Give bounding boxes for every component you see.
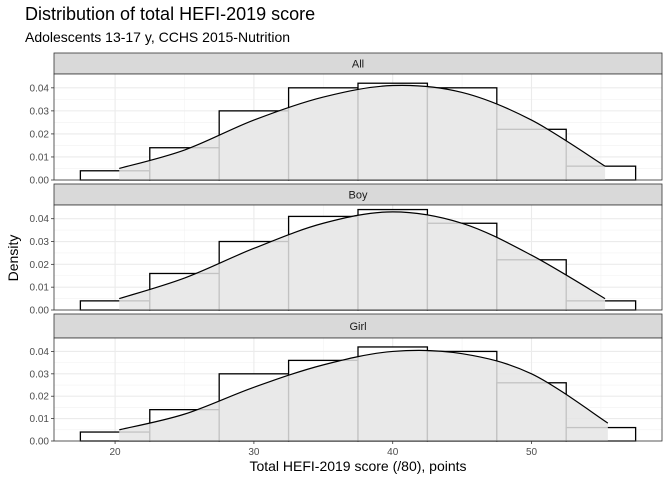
density-area xyxy=(119,350,608,441)
facet-strip-label: Boy xyxy=(349,190,368,202)
y-tick-label: 0.02 xyxy=(30,260,50,271)
density-area xyxy=(119,211,606,310)
y-tick-label: 0.04 xyxy=(30,83,50,94)
panel-border xyxy=(53,204,663,311)
y-tick-label: 0.01 xyxy=(30,414,50,425)
y-tick-label: 0.04 xyxy=(30,347,50,358)
density-area xyxy=(119,85,606,180)
facet-strip-label: Girl xyxy=(349,321,366,333)
x-tick-label: 20 xyxy=(110,447,122,458)
chart-title: Distribution of total HEFI-2019 score xyxy=(25,4,316,24)
x-tick-label: 50 xyxy=(526,447,538,458)
chart-subtitle: Adolescents 13-17 y, CCHS 2015-Nutrition xyxy=(25,29,291,45)
y-tick-label: 0.02 xyxy=(30,129,50,140)
facet-panel-girl: Girl 0.00 0.01 0.02 0.03 0.04 xyxy=(30,313,663,448)
density-line xyxy=(119,211,606,300)
y-tick-label: 0.02 xyxy=(30,392,50,403)
y-tick-label: 0.03 xyxy=(30,106,50,117)
y-axis-title: Density xyxy=(5,235,21,282)
facet-strip xyxy=(53,313,663,339)
x-tick-label: 30 xyxy=(248,447,260,458)
density-line xyxy=(119,84,606,170)
y-tick-label: 0.00 xyxy=(30,176,50,187)
y-tick-label: 0.00 xyxy=(30,437,50,448)
panel-border xyxy=(53,337,663,442)
y-tick-label: 0.01 xyxy=(30,283,50,294)
x-tick-label: 40 xyxy=(387,447,399,458)
y-tick-label: 0.03 xyxy=(30,369,50,380)
x-axis-title: Total HEFI-2019 score (/80), points xyxy=(249,458,466,474)
density-line xyxy=(119,349,609,431)
y-tick-label: 0.03 xyxy=(30,237,50,248)
facet-panel-all: All 0.00 0.01 0.02 0.03 0.04 xyxy=(30,52,663,187)
facet-strip-label: All xyxy=(352,59,364,71)
y-tick-label: 0.01 xyxy=(30,152,50,163)
y-tick-label: 0.00 xyxy=(30,306,50,317)
panel-border xyxy=(53,73,663,181)
y-tick-label: 0.04 xyxy=(30,214,50,225)
facet-panel-boy: Boy 0.00 0.01 0.02 0.03 0.04 xyxy=(30,183,663,317)
